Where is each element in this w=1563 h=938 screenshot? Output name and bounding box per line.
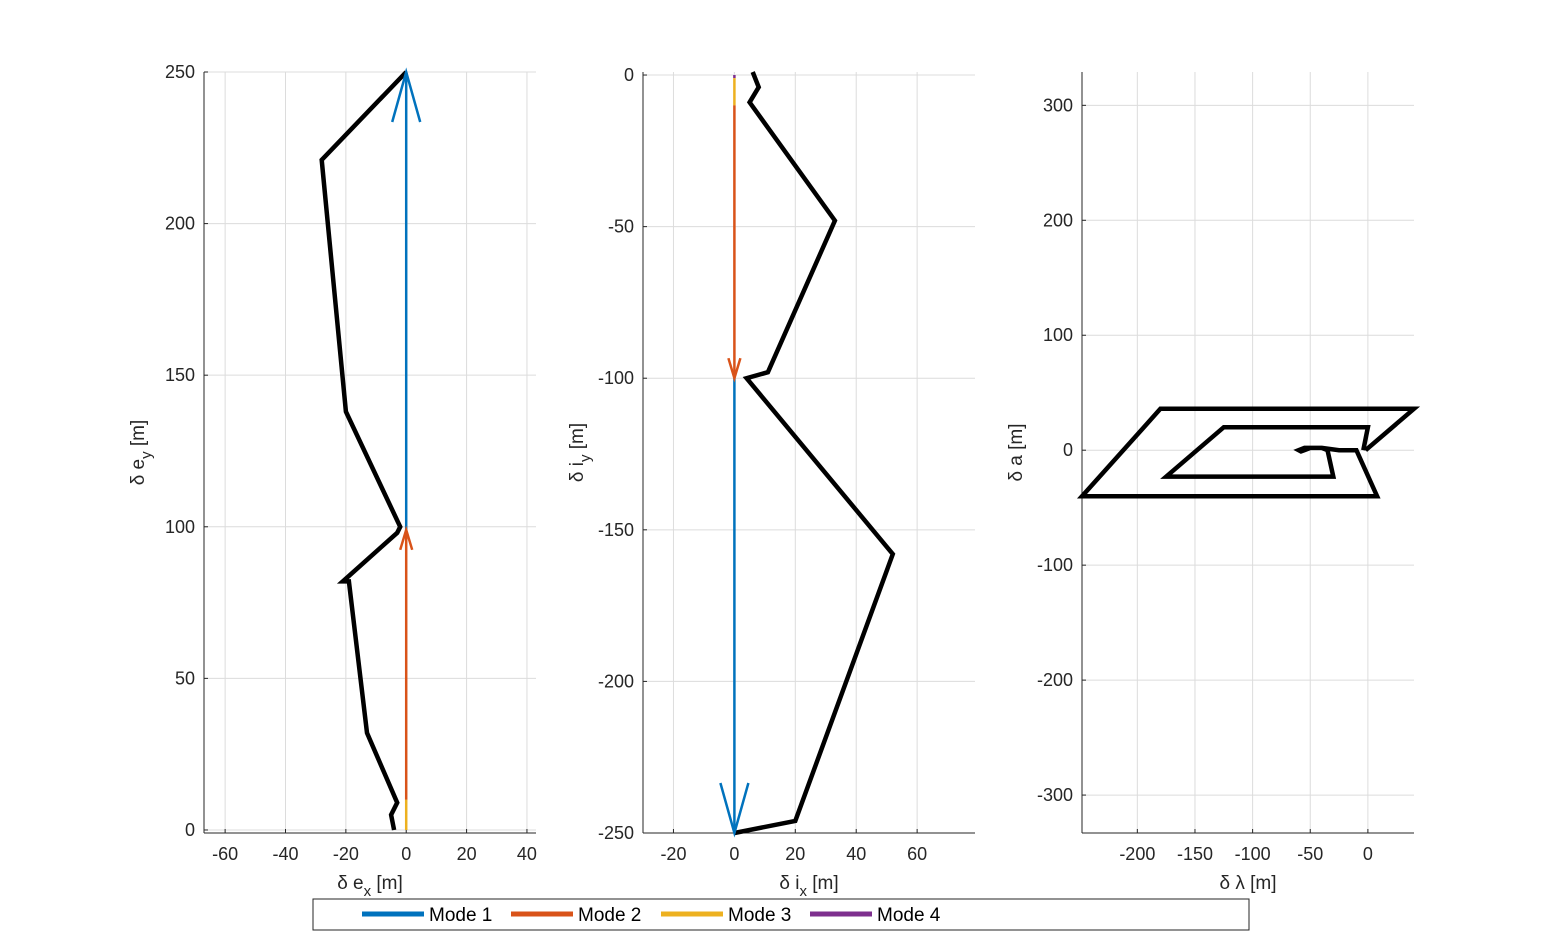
- arrow-head-mode2: [399, 525, 414, 551]
- x-tick-label: 0: [1363, 844, 1373, 864]
- y-tick-label: -250: [598, 823, 634, 843]
- y-tick-label: 50: [175, 668, 195, 688]
- y-axis-label: δ a [m]: [1006, 423, 1027, 481]
- y-tick-label: -200: [1037, 670, 1073, 690]
- y-tick-label: -300: [1037, 785, 1073, 805]
- y-tick-label: 250: [165, 62, 195, 82]
- y-tick-label: 0: [624, 65, 634, 85]
- series-line-trajectory: [733, 71, 896, 836]
- y-axis-label: δ ey [m]: [128, 420, 155, 486]
- x-tick-label: -20: [660, 844, 686, 864]
- x-tick-label: 60: [907, 844, 927, 864]
- x-tick-label: -60: [212, 844, 238, 864]
- x-tick-label: -50: [1297, 844, 1323, 864]
- series-line-trajectory: [1076, 406, 1421, 499]
- y-tick-label: 150: [165, 365, 195, 385]
- legend: Mode 1 Mode 2 Mode 3 Mode 4: [312, 898, 1250, 931]
- x-axis-label: δ λ [m]: [1219, 873, 1276, 894]
- x-tick-label: -150: [1177, 844, 1213, 864]
- legend-box: [312, 898, 1250, 931]
- plot-panel-ecc: -60 -40 -20 0 20 40 0 50 100 150 200 250 δ ex [m] δ e…: [128, 62, 537, 900]
- x-tick-label: 40: [517, 844, 537, 864]
- arrow-head-mode2: [727, 357, 742, 383]
- legend-label-mode4: Mode 4: [877, 905, 941, 926]
- y-tick-label: 0: [1063, 440, 1073, 460]
- y-tick-label: 200: [165, 214, 195, 234]
- x-tick-label: -40: [272, 844, 298, 864]
- arrow-head-mode1: [719, 782, 750, 838]
- y-tick-label: -50: [608, 217, 634, 237]
- x-axis-label: δ ix [m]: [779, 873, 838, 900]
- legend-label-mode1: Mode 1: [429, 905, 492, 926]
- y-axis-label: δ iy [m]: [567, 423, 594, 482]
- y-tick-label: 300: [1043, 95, 1073, 115]
- y-tick-label: -100: [598, 368, 634, 388]
- y-tick-label: 200: [1043, 210, 1073, 230]
- y-tick-label: 0: [185, 820, 195, 840]
- x-tick-label: 40: [846, 844, 866, 864]
- x-axis-label: δ ex [m]: [337, 873, 403, 900]
- x-tick-label: -20: [333, 844, 359, 864]
- y-tick-label: -200: [598, 671, 634, 691]
- x-tick-label: -100: [1235, 844, 1271, 864]
- y-tick-label: -100: [1037, 555, 1073, 575]
- legend-label-mode3: Mode 3: [728, 905, 791, 926]
- series-line-trajectory: [319, 70, 408, 831]
- x-tick-label: 20: [457, 844, 477, 864]
- arrow-head-mode1: [390, 67, 422, 123]
- x-tick-label: -200: [1119, 844, 1155, 864]
- x-tick-label: 0: [401, 844, 411, 864]
- y-tick-label: 100: [1043, 325, 1073, 345]
- x-tick-label: 20: [785, 844, 805, 864]
- y-tick-label: -150: [598, 520, 634, 540]
- legend-label-mode2: Mode 2: [578, 905, 641, 926]
- x-tick-label: 0: [729, 844, 739, 864]
- y-tick-label: 100: [165, 517, 195, 537]
- plot-panel-lambda-a: -200 -150 -100 -50 0 -300 -200 -100 0 100 200 300 δ …: [1006, 72, 1421, 894]
